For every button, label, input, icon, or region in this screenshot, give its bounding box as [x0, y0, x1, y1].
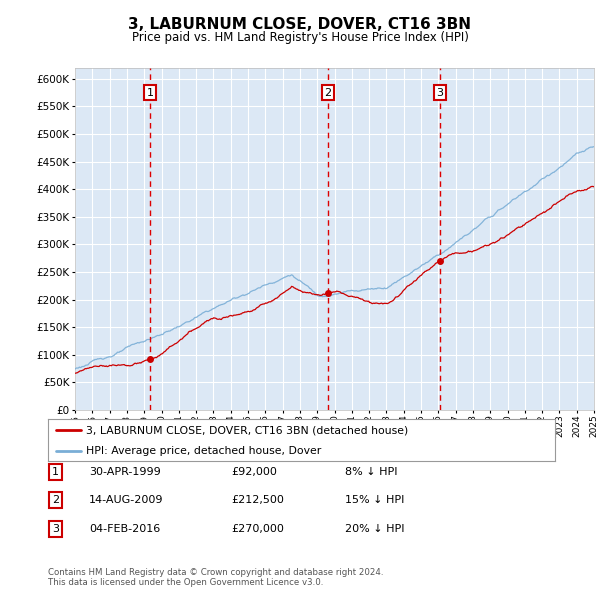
Text: 1: 1: [146, 88, 154, 98]
Text: 3, LABURNUM CLOSE, DOVER, CT16 3BN: 3, LABURNUM CLOSE, DOVER, CT16 3BN: [128, 17, 472, 31]
Text: 14-AUG-2009: 14-AUG-2009: [89, 496, 163, 505]
Text: 30-APR-1999: 30-APR-1999: [89, 467, 161, 477]
Text: Price paid vs. HM Land Registry's House Price Index (HPI): Price paid vs. HM Land Registry's House …: [131, 31, 469, 44]
Text: HPI: Average price, detached house, Dover: HPI: Average price, detached house, Dove…: [86, 446, 321, 455]
Text: 04-FEB-2016: 04-FEB-2016: [89, 524, 160, 533]
Text: £92,000: £92,000: [231, 467, 277, 477]
Text: £212,500: £212,500: [231, 496, 284, 505]
Text: Contains HM Land Registry data © Crown copyright and database right 2024.
This d: Contains HM Land Registry data © Crown c…: [48, 568, 383, 587]
Text: 8% ↓ HPI: 8% ↓ HPI: [345, 467, 398, 477]
Text: 20% ↓ HPI: 20% ↓ HPI: [345, 524, 404, 533]
Text: 2: 2: [325, 88, 331, 98]
Text: 2: 2: [52, 496, 59, 505]
Text: 3: 3: [52, 524, 59, 533]
Text: £270,000: £270,000: [231, 524, 284, 533]
Text: 3: 3: [436, 88, 443, 98]
Text: 1: 1: [52, 467, 59, 477]
Text: 15% ↓ HPI: 15% ↓ HPI: [345, 496, 404, 505]
Text: 3, LABURNUM CLOSE, DOVER, CT16 3BN (detached house): 3, LABURNUM CLOSE, DOVER, CT16 3BN (deta…: [86, 425, 408, 435]
